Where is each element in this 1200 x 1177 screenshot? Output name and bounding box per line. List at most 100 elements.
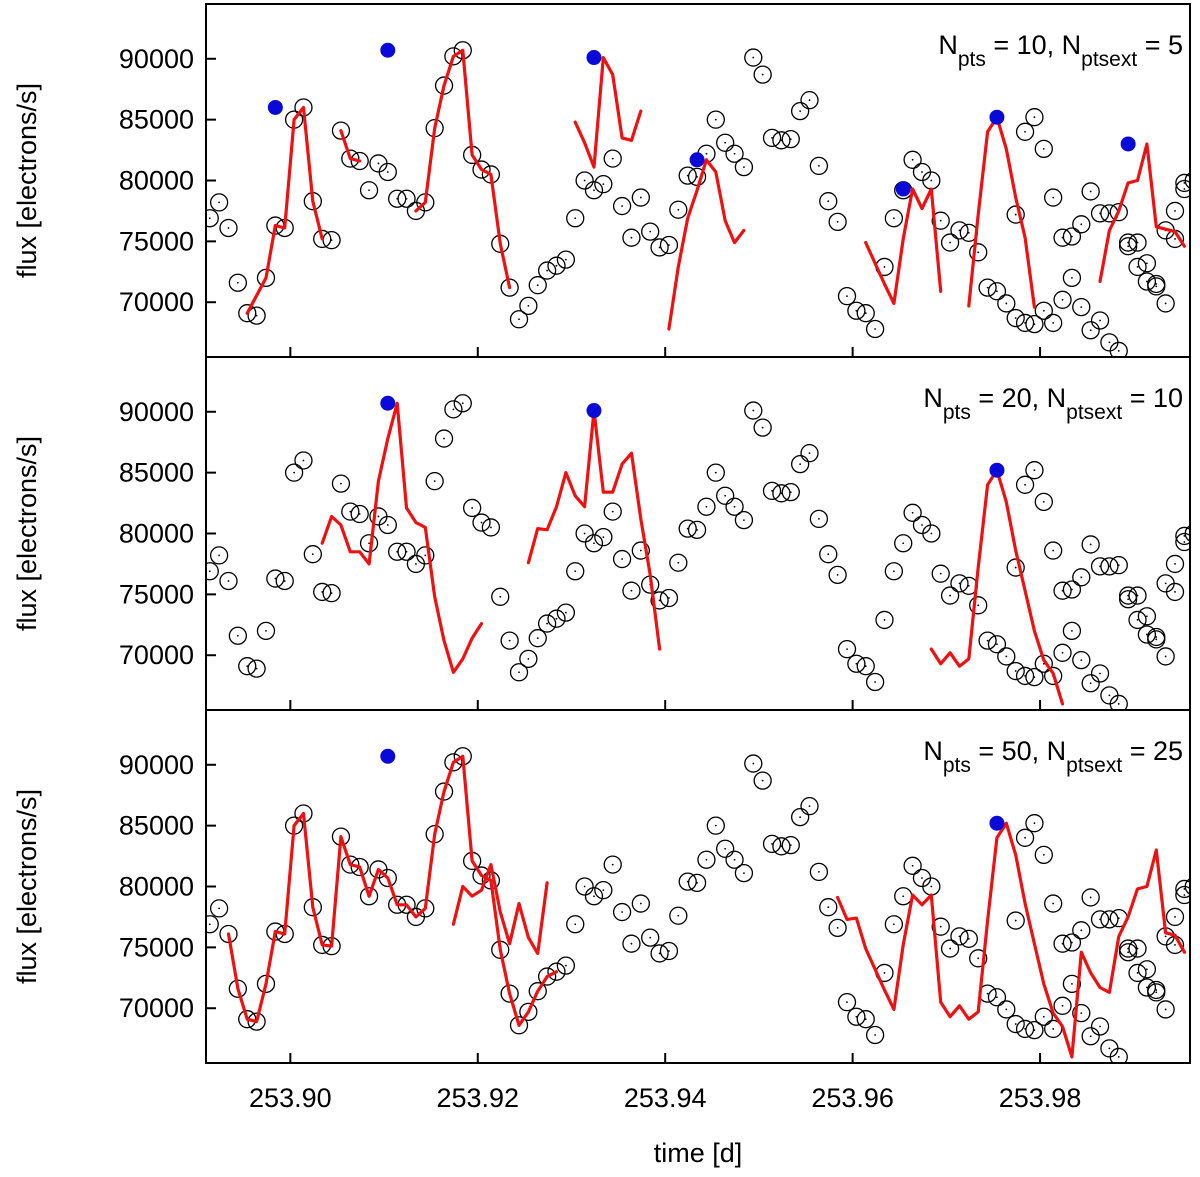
- data-point: [790, 807, 810, 827]
- data-point: [1006, 661, 1025, 681]
- data-point: [884, 915, 904, 934]
- data-point: [556, 250, 576, 269]
- data-point: [687, 873, 707, 892]
- data-point: [837, 992, 857, 1012]
- fit-segment: [629, 109, 643, 142]
- data-point: [1118, 939, 1138, 958]
- data-point: [1081, 321, 1100, 340]
- data-point: [256, 621, 276, 641]
- data-point: [744, 754, 763, 773]
- panel-3: 70000 75000 80000 85000 90000 flux [electrons…: [12, 709, 1191, 1064]
- data-point: [284, 463, 304, 482]
- data-point: [1090, 557, 1110, 576]
- data-point: [1118, 237, 1138, 256]
- panels-group: 70000 75000 80000 85000 90000 flux [electrons…: [12, 3, 1191, 1064]
- y-tick-label: 85000: [119, 105, 194, 135]
- data-point: [1025, 814, 1044, 833]
- data-point: [1006, 205, 1025, 224]
- data-point: [865, 1025, 885, 1045]
- data-point: [940, 939, 960, 958]
- fit-segment: [414, 48, 512, 290]
- data-point: [1081, 1027, 1100, 1046]
- data-point: [978, 278, 997, 297]
- fit-segment: [245, 117, 296, 315]
- data-point: [1025, 1020, 1044, 1040]
- data-point: [388, 542, 407, 561]
- panel-2: 70000 75000 80000 85000 90000 flux [electrons…: [12, 356, 1191, 711]
- data-point: [1128, 610, 1147, 630]
- data-point: [969, 949, 988, 968]
- data-point: [1015, 122, 1035, 141]
- x-tick-label: 253.92: [436, 1083, 519, 1113]
- data-point: [1006, 558, 1025, 577]
- data-point: [1118, 590, 1138, 609]
- data-point: [1128, 963, 1147, 983]
- data-point: [1128, 257, 1147, 277]
- data-point: [744, 48, 763, 67]
- data-point: [1109, 694, 1128, 710]
- data-point: [247, 306, 266, 325]
- data-point: [444, 400, 463, 419]
- data-point: [1062, 268, 1082, 288]
- data-point: [753, 771, 772, 790]
- data-point: [790, 454, 810, 474]
- peak-marker: [689, 152, 705, 168]
- data-point: [659, 235, 679, 255]
- data-point: [219, 571, 238, 591]
- data-point: [922, 171, 941, 190]
- data-point: [1165, 907, 1185, 927]
- data-point: [744, 401, 763, 420]
- data-point: [294, 451, 313, 470]
- data-point: [612, 196, 632, 216]
- data-point: [856, 304, 875, 323]
- data-point: [575, 524, 594, 543]
- data-point: [1053, 290, 1072, 309]
- fit-segment: [226, 754, 559, 1027]
- data-point: [631, 541, 650, 560]
- data-point: [209, 899, 229, 918]
- data-point: [1147, 983, 1166, 1002]
- data-point: [716, 133, 735, 152]
- y-tick-label: 75000: [119, 932, 194, 962]
- data-point: [209, 193, 229, 212]
- data-point: [622, 581, 641, 600]
- data-point: [659, 941, 679, 961]
- data-point: [1006, 308, 1025, 328]
- y-tick-label: 80000: [119, 166, 194, 196]
- y-tick-label: 85000: [119, 811, 194, 841]
- data-point: [1053, 934, 1072, 953]
- data-point: [612, 902, 632, 922]
- data-point: [828, 565, 847, 585]
- data-point: [416, 546, 435, 565]
- data-point: [669, 553, 688, 572]
- data-point: [566, 209, 585, 228]
- data-point: [519, 296, 538, 316]
- data-point: [594, 528, 613, 547]
- y-axis-title: flux [electrons/s]: [12, 789, 42, 984]
- data-point: [931, 211, 950, 230]
- data-point: [206, 915, 219, 934]
- data-point: [959, 929, 978, 948]
- data-point: [734, 510, 754, 530]
- data-point: [434, 429, 454, 448]
- data-point: [875, 610, 894, 630]
- fit-segment: [835, 821, 1187, 1059]
- data-point: [1053, 228, 1072, 247]
- plot-area: [206, 394, 1190, 710]
- data-point: [1044, 313, 1063, 333]
- data-point: [725, 497, 744, 516]
- data-point: [809, 509, 829, 529]
- data-point: [753, 418, 772, 437]
- data-point: [697, 497, 716, 516]
- fit-segment: [320, 401, 484, 674]
- data-point: [1175, 532, 1190, 552]
- data-point: [462, 498, 482, 518]
- fit-segment: [339, 129, 362, 163]
- data-point: [800, 444, 819, 463]
- fit-segment: [667, 158, 746, 331]
- data-point: [397, 189, 416, 208]
- data-point: [359, 534, 379, 553]
- data-point: [1025, 667, 1044, 687]
- data-point: [491, 587, 510, 606]
- data-point: [1118, 586, 1138, 605]
